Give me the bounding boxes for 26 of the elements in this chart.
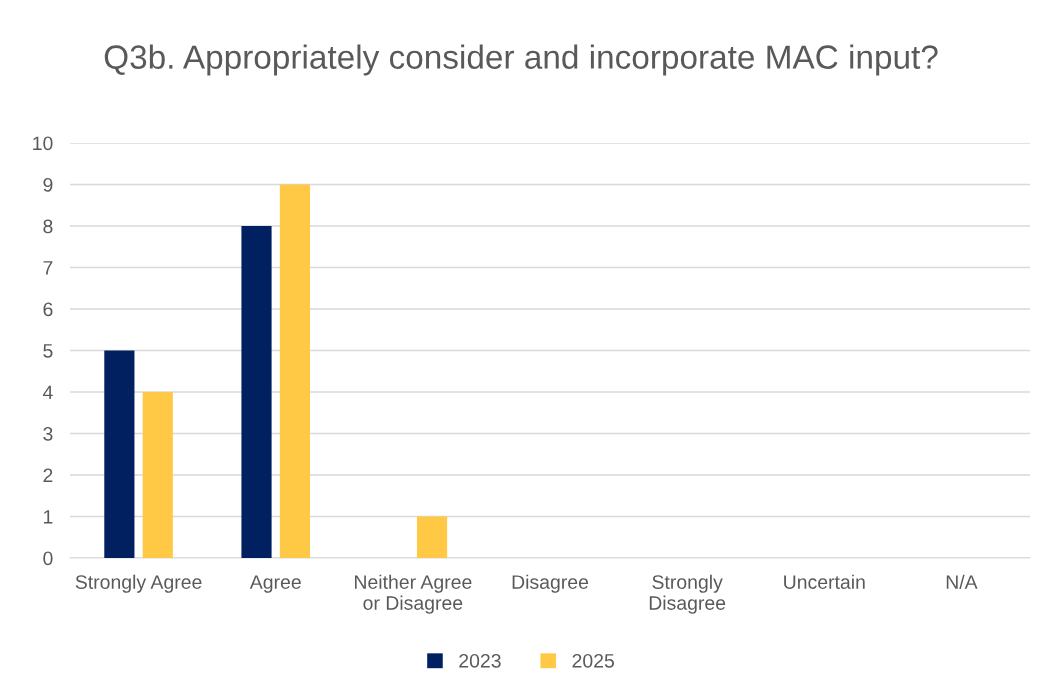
y-tick-label: 4 (42, 385, 53, 400)
bar (279, 184, 310, 558)
bar (416, 516, 448, 558)
x-tick-label: Strongly Disagree (649, 574, 726, 614)
x-tick-label: Agree (249, 575, 301, 593)
bar (241, 226, 272, 558)
x-tick-label: Strongly Agree (75, 574, 202, 593)
y-tick-label: 3 (43, 426, 53, 441)
y-tick-label: 2 (43, 468, 53, 483)
x-tick-label: Disagree (512, 574, 589, 593)
y-tick-label: 8 (43, 219, 53, 234)
y-tick-label: 0 (43, 551, 53, 566)
legend-label: 2025 (572, 653, 614, 668)
y-tick-label: 9 (43, 177, 53, 192)
x-tick-label: Neither Agree or Disagree (355, 574, 472, 614)
y-tick-label: 5 (43, 344, 53, 358)
x-tick-label: N/A (946, 574, 978, 589)
x-tick-label: Uncertain (784, 574, 865, 589)
chart-title: Q3b. Appropriately consider and incorporate MAC input? (104, 44, 938, 76)
bar (104, 350, 135, 558)
y-tick-label: 1 (44, 510, 53, 524)
y-tick-label: 7 (43, 261, 53, 275)
bar (142, 392, 173, 558)
y-tick-label: 6 (43, 302, 53, 317)
y-tick-label: 10 (33, 136, 53, 151)
legend-label: 2023 (459, 653, 501, 668)
